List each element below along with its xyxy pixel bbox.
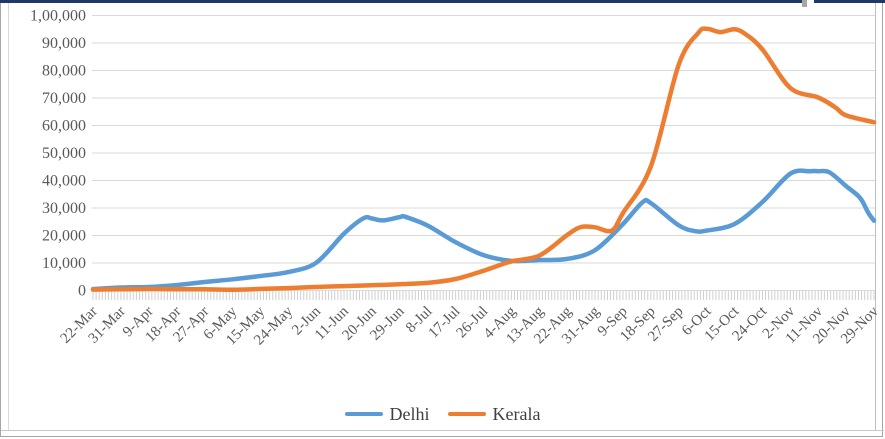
legend-item-kerala[interactable]: Kerala	[447, 404, 541, 424]
chart-legend: Delhi Kerala	[0, 401, 885, 427]
kerala-series-line[interactable]	[90, 26, 877, 292]
selection-handle	[802, 0, 814, 7]
y-axis-tick-label: 1,00,000	[30, 8, 86, 25]
legend-item-delhi[interactable]: Delhi	[344, 404, 430, 424]
y-axis-tick-label: 50,000	[42, 145, 86, 162]
y-axis-tick-label: 10,000	[42, 255, 86, 272]
kerala-line-swatch	[447, 412, 486, 416]
y-axis-tick-label: 30,000	[42, 200, 86, 217]
y-axis-tick-label: 60,000	[42, 118, 86, 135]
legend-label-delhi: Delhi	[389, 404, 430, 424]
gridlines-group	[92, 15, 875, 291]
y-axis-tick-label: 0	[78, 283, 86, 300]
chart-top-border	[0, 0, 885, 3]
y-axis-tick-label: 40,000	[42, 173, 86, 190]
y-axis-tick-label: 20,000	[42, 228, 86, 245]
x-axis-labels-group: 22-Mar31-Mar9-Apr18-Apr27-Apr6-May15-May…	[58, 303, 882, 348]
plot-frame-bottom-line	[1, 430, 884, 431]
plot-frame-left-line	[8, 3, 9, 430]
y-axis-labels-group: 1,00,000 90,000 80,000 70,000 60,000 50,000 40…	[30, 8, 86, 300]
active-cases-line-chart[interactable]: 1,00,000 90,000 80,000 70,000 60,000 50,000 40…	[0, 0, 885, 400]
delhi-line-swatch	[344, 412, 383, 416]
y-axis-tick-label: 90,000	[42, 35, 86, 52]
legend-label-kerala: Kerala	[492, 404, 541, 424]
y-axis-tick-label: 70,000	[42, 90, 86, 107]
plot-frame-right-line	[875, 3, 876, 430]
y-axis-tick-label: 80,000	[42, 63, 86, 80]
daily-minor-ticks-group	[92, 291, 875, 300]
